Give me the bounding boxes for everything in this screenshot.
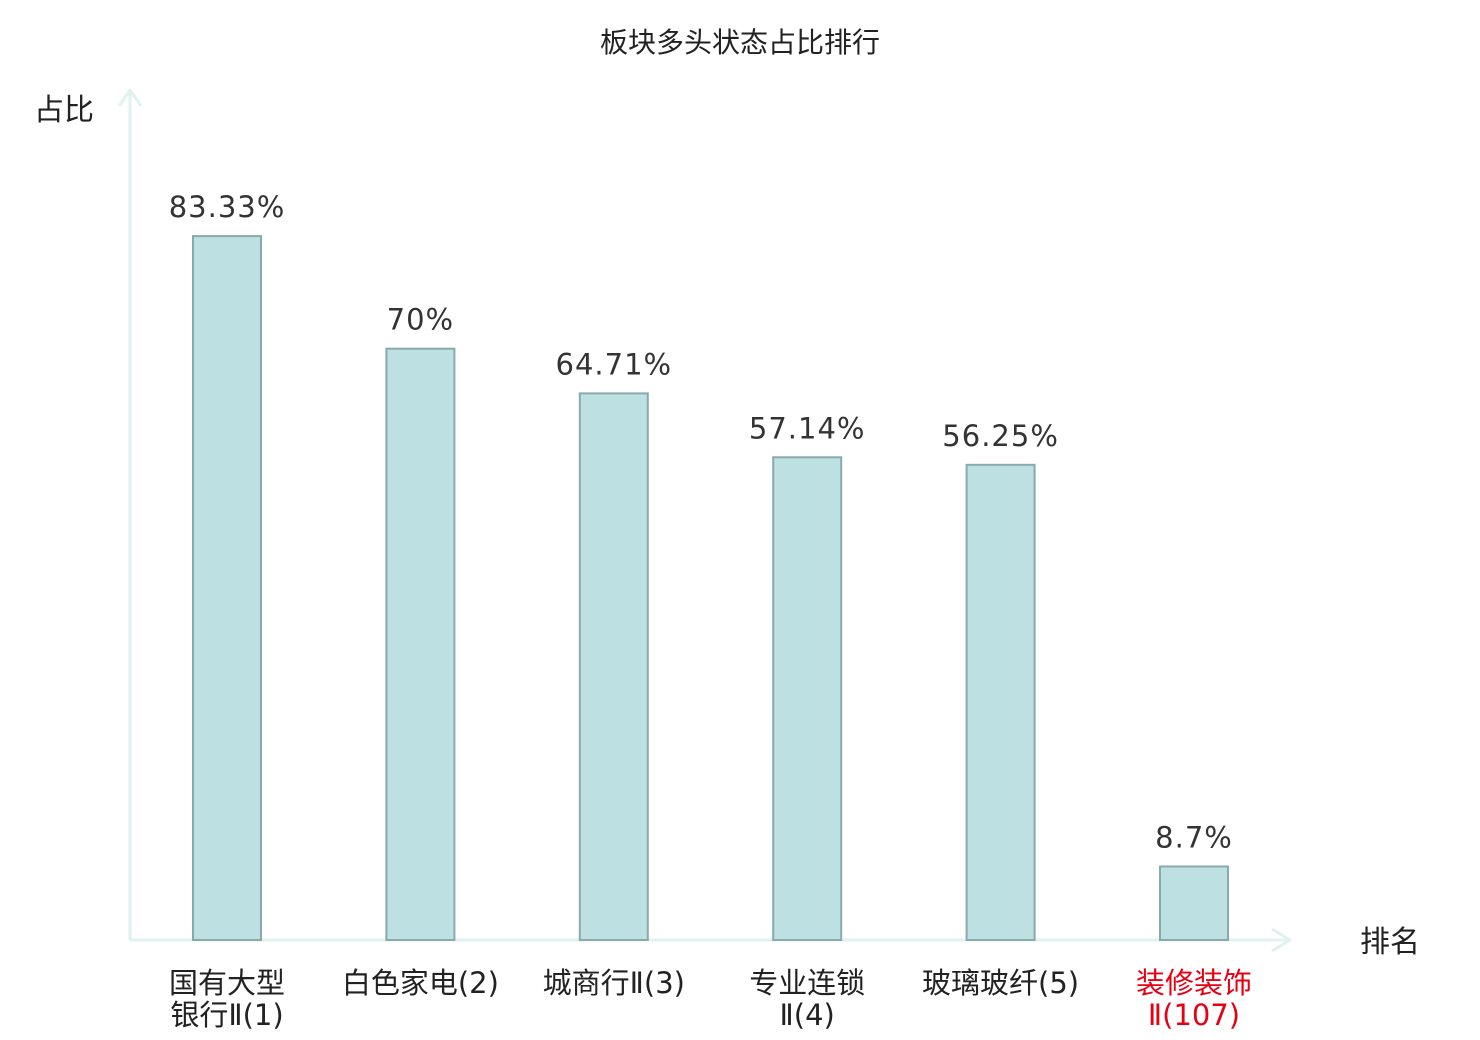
category-label: 玻璃玻纤(5) <box>922 966 1079 1000</box>
category-label-line: Ⅱ(107) <box>1148 998 1240 1032</box>
x-axis-title: 排名 <box>1360 925 1420 960</box>
category-label-line: Ⅱ(4) <box>780 998 835 1032</box>
category-label-line: 专业连锁 <box>749 966 865 1000</box>
bar <box>772 456 843 941</box>
bar <box>385 347 456 941</box>
bar <box>578 392 649 941</box>
value-labels: 83.33% 70% 64.71% 57.14% 56.25% 8.7% <box>169 190 1233 855</box>
value-label: 8.7% <box>1155 821 1233 855</box>
x-axis-arrow <box>1271 927 1292 953</box>
chart-title: 板块多头状态占比排行 <box>600 26 880 59</box>
category-label-line: 玻璃玻纤(5) <box>922 966 1079 1000</box>
category-labels: 国有大型银行Ⅱ(1) 白色家电(2) 城商行Ⅱ(3) 专业连锁 Ⅱ(4) 玻璃玻纤(5) 装… <box>169 966 1252 1032</box>
category-label-line: 白色家电(2) <box>342 966 499 1000</box>
bar <box>965 463 1036 941</box>
value-label: 57.14% <box>749 411 866 445</box>
category-label-line: 城商行Ⅱ(3) <box>543 966 685 1000</box>
category-label: 国有大型银行Ⅱ(1) <box>169 966 285 1032</box>
x-axis: 排名 <box>130 925 1420 960</box>
value-label: 83.33% <box>169 190 286 224</box>
y-axis: 占比 <box>34 88 143 940</box>
value-label: 56.25% <box>942 419 1059 453</box>
value-label: 70% <box>387 303 454 337</box>
category-label: 城商行Ⅱ(3) <box>543 966 685 1000</box>
value-label: 64.71% <box>556 347 673 381</box>
bar <box>1159 865 1229 941</box>
bar <box>192 235 262 942</box>
category-label: 装修装饰 Ⅱ(107) <box>1136 966 1252 1032</box>
category-label-line: 装修装饰 <box>1136 966 1252 1000</box>
category-label-line: 国有大型 <box>169 966 285 1000</box>
bar-series <box>192 235 1229 942</box>
category-label-line: 银行Ⅱ(1) <box>170 998 283 1032</box>
category-label: 白色家电(2) <box>342 966 499 1000</box>
y-axis-title: 占比 <box>34 93 94 128</box>
category-label: 专业连锁 Ⅱ(4) <box>749 966 865 1032</box>
y-axis-arrow <box>117 88 143 107</box>
